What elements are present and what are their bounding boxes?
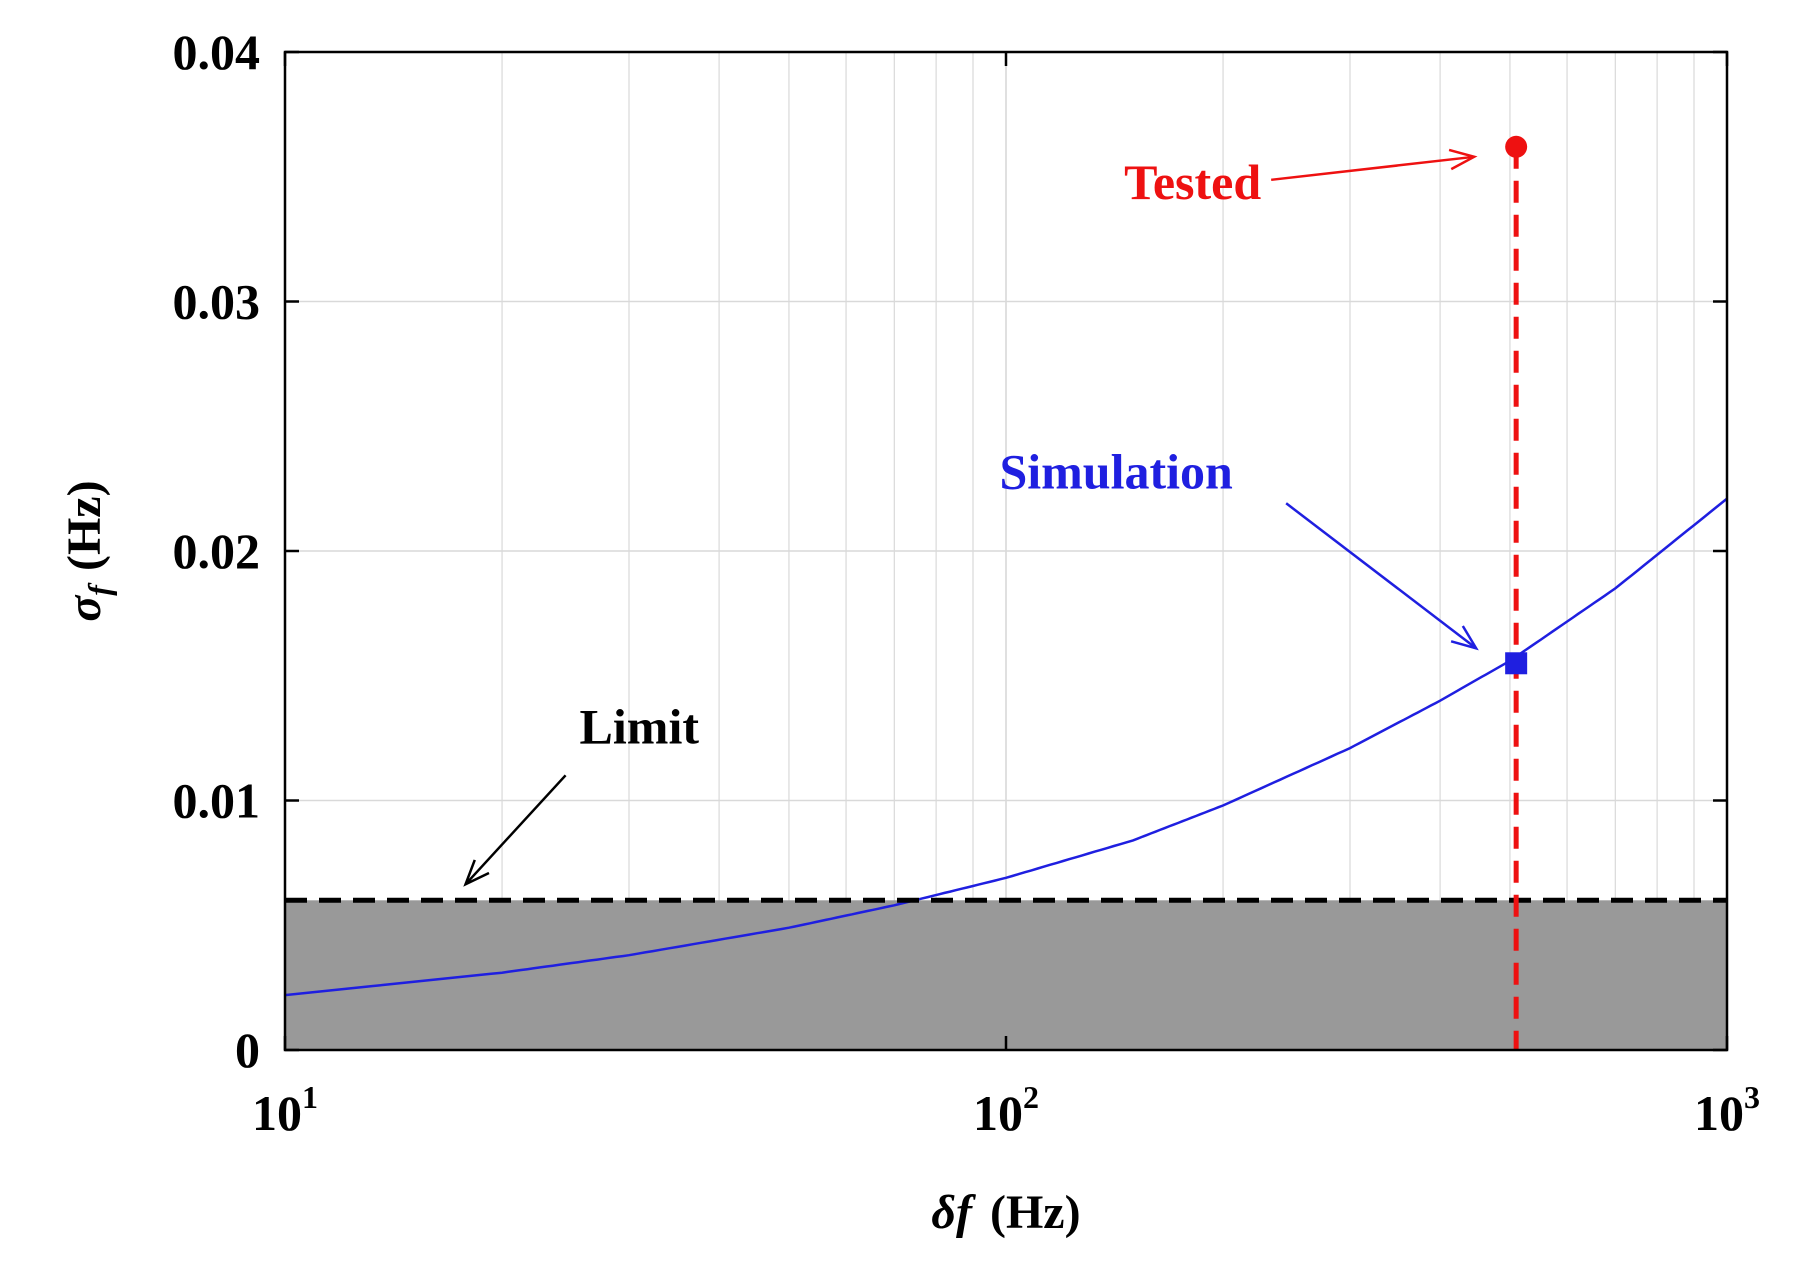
- y-tick-label: 0: [235, 1022, 260, 1078]
- arrowhead: [1450, 625, 1479, 651]
- x-tick-label: 103: [1694, 1079, 1760, 1141]
- tested-marker: [1505, 135, 1528, 158]
- arrowhead: [463, 859, 490, 887]
- limit-arrow: [464, 774, 567, 886]
- simulation-arrow: [1285, 502, 1477, 650]
- x-axis-label: δf (Hz): [931, 1186, 1080, 1239]
- limit-region: [285, 900, 1727, 1050]
- arrowhead: [1448, 148, 1478, 171]
- annotations: Tested Simulation Limit: [463, 148, 1479, 887]
- ticks: 101 102 103 0 0.01 0.02 0.03 0.04: [173, 24, 1761, 1141]
- y-tick-label: 0.01: [173, 773, 261, 829]
- limit-label: Limit: [580, 698, 700, 754]
- x-tick-label: 102: [973, 1079, 1039, 1141]
- y-axis-label: σf(Hz): [58, 480, 117, 621]
- y-tick-label: 0.02: [173, 523, 261, 579]
- simulation-label: Simulation: [999, 443, 1233, 499]
- tested-label: Tested: [1124, 154, 1261, 210]
- grid: [285, 52, 1727, 1050]
- x-tick-label: 101: [252, 1079, 318, 1141]
- y-tick-label: 0.04: [173, 24, 261, 80]
- y-tick-label: 0.03: [173, 274, 261, 330]
- simulation-marker: [1505, 652, 1528, 675]
- tested-arrow: [1271, 155, 1475, 182]
